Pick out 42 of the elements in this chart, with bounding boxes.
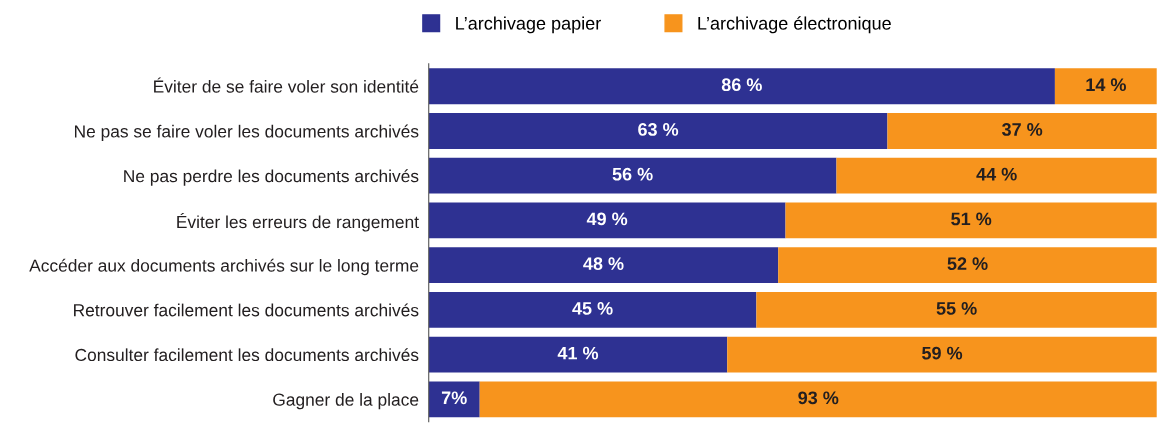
- bar: [428, 292, 757, 328]
- bar: [428, 247, 779, 284]
- y-tick-label: Ne pas perdre les documents archivés: [124, 169, 419, 186]
- data-label: 59 %: [922, 346, 963, 360]
- bar: [428, 381, 480, 418]
- bar: [785, 202, 1157, 239]
- data-label: 52 %: [947, 257, 988, 271]
- y-tick-label: Éviter de se faire voler son identité: [154, 77, 419, 93]
- bar: [428, 202, 786, 239]
- data-label: 55 %: [936, 302, 977, 315]
- legend-label: L’archivage électronique: [698, 16, 891, 34]
- bar: [756, 292, 1157, 328]
- data-label: 37 %: [1001, 123, 1043, 136]
- y-tick-label: Ne pas se faire voler les documents archivés: [74, 124, 419, 141]
- y-tick-label: Éviter les erreurs de rangement: [177, 212, 419, 232]
- data-label: 41 %: [557, 346, 599, 360]
- y-tick-label: Consulter facilement les documents archivés: [75, 348, 419, 362]
- bar: [428, 336, 728, 373]
- bar: [428, 68, 1055, 105]
- data-label: 49 %: [586, 212, 628, 226]
- bar: [428, 157, 837, 194]
- y-tick-label: Accéder aux documents archivés sur le long terme: [29, 258, 419, 276]
- data-label: 63 %: [638, 123, 679, 136]
- data-label: 7%: [441, 391, 467, 405]
- data-label: 14 %: [1086, 78, 1126, 92]
- bar: [1054, 68, 1157, 105]
- data-label: 56 %: [612, 167, 653, 181]
- y-tick-label: Retrouver facilement les documents archivés: [74, 303, 419, 317]
- data-label: 86 %: [721, 78, 762, 92]
- bar: [887, 113, 1157, 149]
- data-label: 45 %: [572, 302, 613, 315]
- data-label: 48 %: [583, 257, 624, 271]
- bar: [778, 247, 1157, 284]
- bar: [479, 381, 1157, 418]
- bar: [727, 336, 1157, 373]
- data-label: 51 %: [951, 212, 992, 226]
- legend-label: L’archivage papier: [456, 16, 601, 34]
- y-tick-label: Gagner de la place: [273, 393, 419, 410]
- bar: [836, 157, 1157, 194]
- bar: [428, 113, 888, 149]
- data-label: 44 %: [976, 167, 1017, 181]
- data-label: 93 %: [798, 391, 839, 405]
